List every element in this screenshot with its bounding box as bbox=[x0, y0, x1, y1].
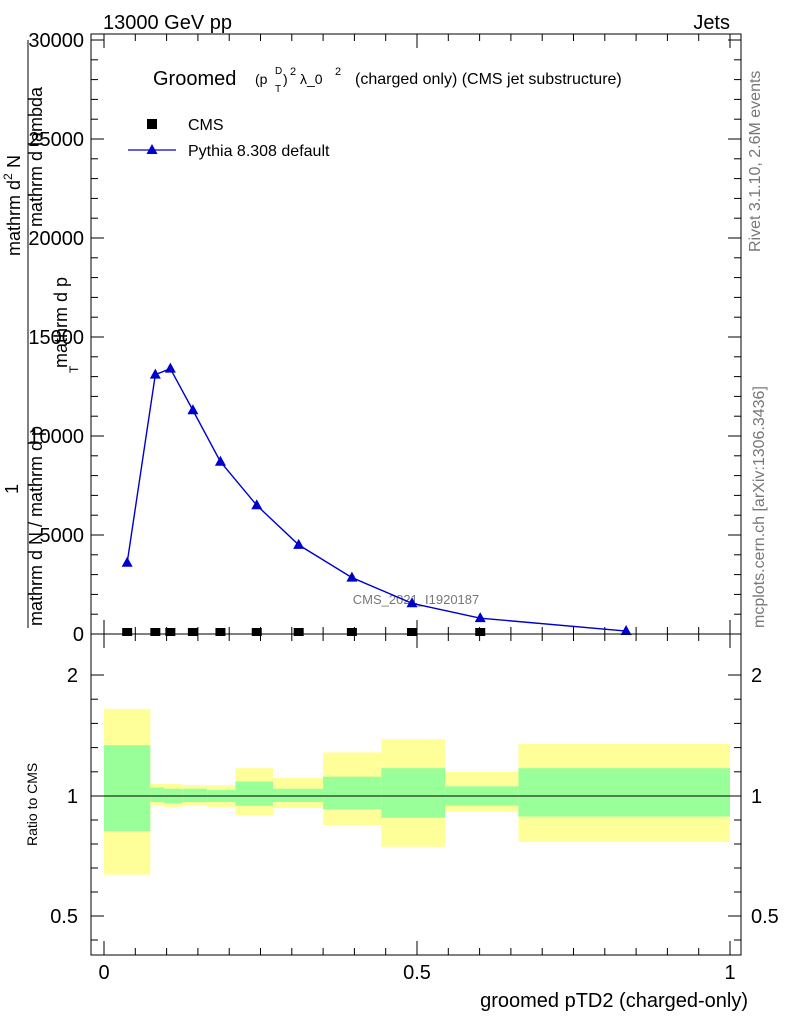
mc-point bbox=[251, 499, 263, 510]
main-x-ticks bbox=[103, 34, 731, 634]
mc-point bbox=[214, 455, 226, 466]
mc-point bbox=[346, 571, 358, 582]
energy-label: 13000 GeV pp bbox=[103, 12, 232, 34]
ratio-band-inner bbox=[273, 788, 324, 803]
ratio-y-tick-label-right: 1 bbox=[751, 786, 762, 808]
title-math-sub-t: T bbox=[275, 84, 281, 95]
main-y-tick-label: 25000 bbox=[28, 129, 84, 151]
ylabel-part-d: mathrm d bbox=[4, 180, 24, 256]
ratio-panel: 0.5 0.51 12 2 0 0.5 1 Ratio to CMS bbox=[24, 633, 779, 984]
ratio-y-tick-label: 2 bbox=[67, 665, 78, 687]
mc-point bbox=[187, 404, 199, 415]
data-point bbox=[215, 628, 226, 636]
data-point bbox=[346, 628, 357, 636]
data-point bbox=[406, 628, 417, 636]
main-y-tick-label: 20000 bbox=[28, 228, 84, 250]
ylabel-part-a: mathrm d N / mathrm d p bbox=[26, 426, 46, 626]
legend-mc-marker bbox=[146, 144, 158, 154]
title-math-p: (p bbox=[255, 71, 268, 87]
ratio-bands bbox=[104, 708, 730, 875]
data-point bbox=[122, 628, 133, 636]
legend-cms-label: CMS bbox=[188, 117, 224, 134]
ratio-y-tick-label-right: 2 bbox=[751, 665, 762, 687]
mc-point bbox=[293, 538, 305, 549]
legend-mc-label: Pythia 8.308 default bbox=[188, 143, 330, 160]
ylabel-part-n: N bbox=[4, 155, 24, 168]
title-rest: (charged only) (CMS jet substructure) bbox=[355, 71, 622, 88]
x-tick-label: 1 bbox=[724, 962, 735, 984]
title-lambda: λ_0 bbox=[300, 71, 323, 87]
y-axis-label: mathrm d N / mathrm d p T mathrm d p mat… bbox=[1, 40, 81, 628]
ratio-band-inner bbox=[104, 745, 151, 832]
main-y-tick-label: 30000 bbox=[28, 30, 84, 52]
chart-title: Groomed (p D T ) 2 λ_0 2 (charged only) … bbox=[153, 66, 622, 95]
ratio-y-tick-label-right: 0.5 bbox=[751, 906, 779, 928]
main-y-tick-label: 15000 bbox=[28, 327, 84, 349]
ratio-band-inner bbox=[150, 787, 165, 803]
data-point bbox=[187, 628, 198, 636]
ylabel-part-exp: 2 bbox=[1, 173, 15, 180]
data-point bbox=[150, 628, 161, 636]
ratio-y-ticks: 0.5 0.5 1 1 2 2 bbox=[50, 665, 779, 941]
title-math-sup-d: D bbox=[275, 66, 282, 77]
ratio-band-inner bbox=[235, 781, 274, 806]
mcplots-label: mcplots.cern.ch [arXiv:1306.3436] bbox=[751, 386, 768, 628]
ratio-y-label: Ratio to CMS bbox=[24, 763, 40, 846]
mc-point bbox=[406, 597, 418, 608]
ylabel-part-one: 1 bbox=[2, 484, 22, 494]
ratio-band-inner bbox=[518, 768, 730, 817]
x-tick-label: 0 bbox=[98, 962, 109, 984]
main-panel: 0 5000 10000 15000 20000 25000 30000 CMS_2021_… bbox=[28, 30, 742, 646]
mc-point bbox=[164, 362, 176, 373]
data-point bbox=[293, 628, 304, 636]
ratio-x-ticks: 0 0.5 1 bbox=[98, 634, 736, 984]
main-y-tick-label: 0 bbox=[73, 624, 84, 646]
legend-cms-marker bbox=[147, 119, 157, 129]
x-tick-label: 0.5 bbox=[403, 962, 431, 984]
ratio-band-inner bbox=[381, 768, 446, 818]
data-series bbox=[122, 628, 486, 636]
data-point bbox=[251, 628, 262, 636]
data-point bbox=[165, 628, 176, 636]
ylabel-part-b: mathrm d p bbox=[51, 277, 71, 368]
ratio-frame bbox=[90, 633, 742, 956]
x-axis-label: groomed pTD2 (charged-only) bbox=[480, 990, 748, 1012]
data-point bbox=[475, 628, 486, 636]
main-y-ticks: 0 5000 10000 15000 20000 25000 30000 bbox=[28, 30, 741, 646]
ylabel-part-t: T bbox=[67, 365, 81, 373]
ratio-y-tick-label: 1 bbox=[67, 786, 78, 808]
ylabel-part-c: mathrm d lambda bbox=[26, 86, 46, 227]
title-math-close: ) bbox=[283, 71, 288, 87]
ratio-band-inner bbox=[323, 776, 382, 810]
main-y-tick-label: 10000 bbox=[28, 426, 84, 448]
ratio-band-inner bbox=[182, 788, 208, 803]
jets-label: Jets bbox=[693, 12, 730, 34]
mc-series bbox=[121, 362, 632, 636]
mc-point bbox=[149, 368, 161, 379]
main-y-tick-label: 5000 bbox=[40, 525, 85, 547]
title-main: Groomed bbox=[153, 68, 236, 90]
rivet-label: Rivet 3.1.10, 2.6M events bbox=[747, 71, 764, 252]
title-math-exp: 2 bbox=[290, 66, 296, 78]
mc-point bbox=[474, 612, 486, 623]
mc-point bbox=[620, 625, 632, 636]
legend: CMS Pythia 8.308 default bbox=[128, 117, 330, 160]
ratio-y-tick-label: 0.5 bbox=[50, 906, 78, 928]
watermark: CMS_2021_I1920187 bbox=[353, 592, 480, 607]
title-lambda-exp: 2 bbox=[335, 66, 341, 78]
mc-point bbox=[121, 556, 133, 567]
